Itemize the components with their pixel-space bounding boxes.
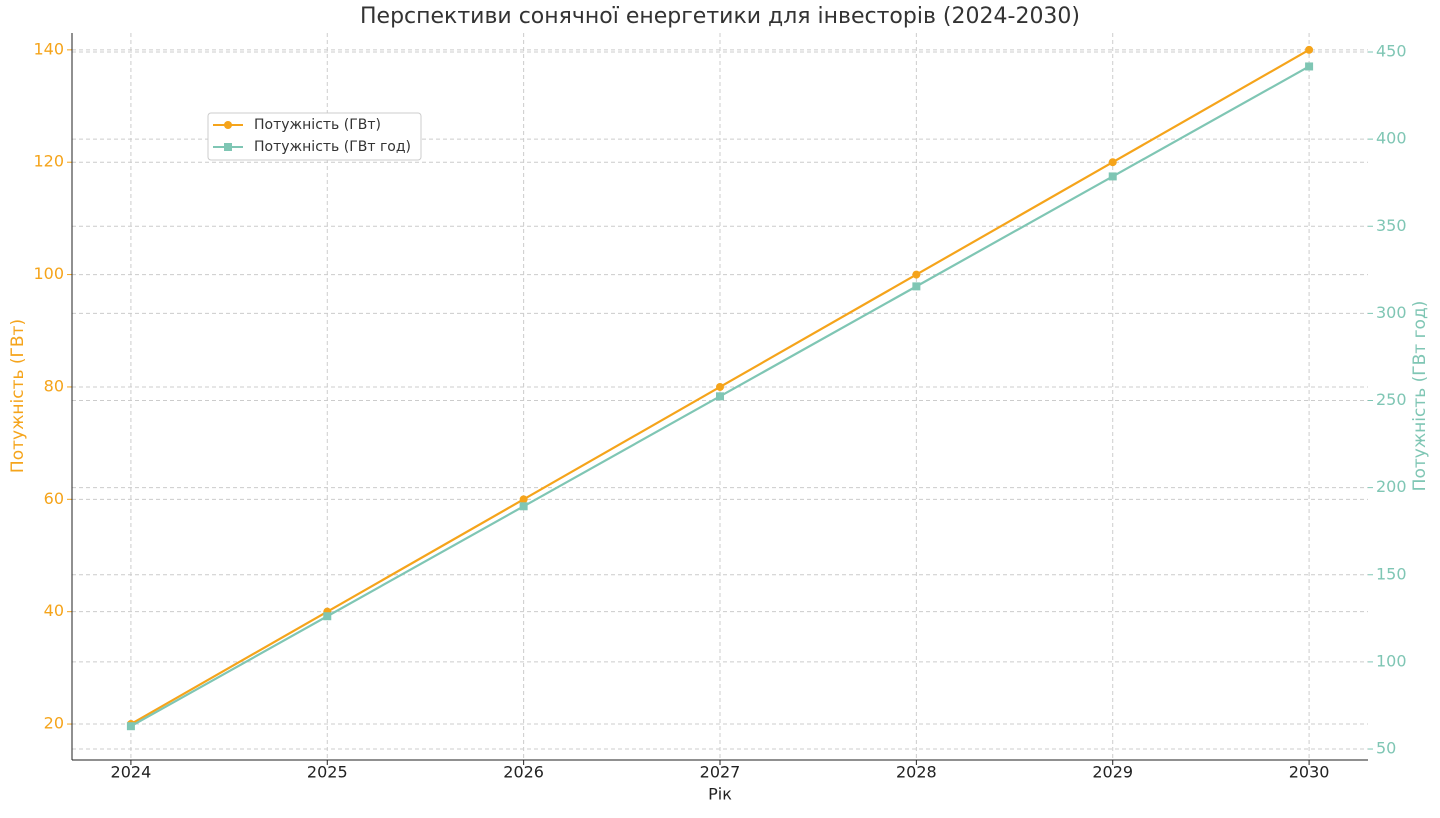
x-tick-label: 2028 xyxy=(896,763,937,782)
y-tick-label: 20 xyxy=(44,714,64,733)
x-tick-label: 2027 xyxy=(700,763,741,782)
legend-label: Потужність (ГВт) xyxy=(254,117,381,133)
point xyxy=(716,382,724,391)
y-tick-label: 40 xyxy=(44,601,64,620)
x-tick-label: 2025 xyxy=(307,763,348,782)
y2-tick-label: 250 xyxy=(1376,390,1407,409)
y-tick-label: 100 xyxy=(33,264,64,283)
y2-tick-label: 150 xyxy=(1376,564,1407,583)
legend-marker xyxy=(224,143,232,151)
y2-tick-label: 450 xyxy=(1376,41,1407,60)
y2-axis-label: Потужність (ГВт год) xyxy=(1410,301,1430,492)
y-tick-label: 120 xyxy=(33,152,64,171)
point xyxy=(1305,45,1314,54)
point xyxy=(1108,172,1117,181)
y-tick-label: 80 xyxy=(44,376,64,395)
point xyxy=(519,502,528,511)
legend-marker xyxy=(224,121,232,129)
point xyxy=(716,392,724,401)
y2-tick-label: 300 xyxy=(1376,303,1407,322)
y2-tick-label: 200 xyxy=(1376,477,1407,496)
x-tick-label: 2029 xyxy=(1092,763,1133,782)
x-tick-label: 2030 xyxy=(1289,763,1330,782)
point xyxy=(912,282,921,291)
legend-box xyxy=(207,112,422,161)
y-tick-label: 60 xyxy=(44,489,64,508)
x-tick-label: 2026 xyxy=(503,763,544,782)
point xyxy=(1305,62,1314,71)
point xyxy=(519,495,528,504)
x-axis-label: Рік xyxy=(708,785,732,804)
y-axis-label: Потужність (ГВт) xyxy=(8,319,28,473)
y2-tick-label: 350 xyxy=(1376,216,1407,235)
y-tick-label: 140 xyxy=(33,39,64,58)
legend-label: Потужність (ГВт год) xyxy=(254,139,411,155)
x-tick-label: 2024 xyxy=(111,763,152,782)
point xyxy=(323,612,332,621)
point xyxy=(126,722,135,731)
point xyxy=(912,270,921,279)
point xyxy=(1108,158,1117,167)
y2-tick-label: 400 xyxy=(1376,129,1407,148)
chart-title: Перспективи сонячної енергетики для інве… xyxy=(360,4,1080,29)
y2-tick-label: 100 xyxy=(1376,651,1407,670)
y2-tick-label: 50 xyxy=(1376,739,1396,758)
